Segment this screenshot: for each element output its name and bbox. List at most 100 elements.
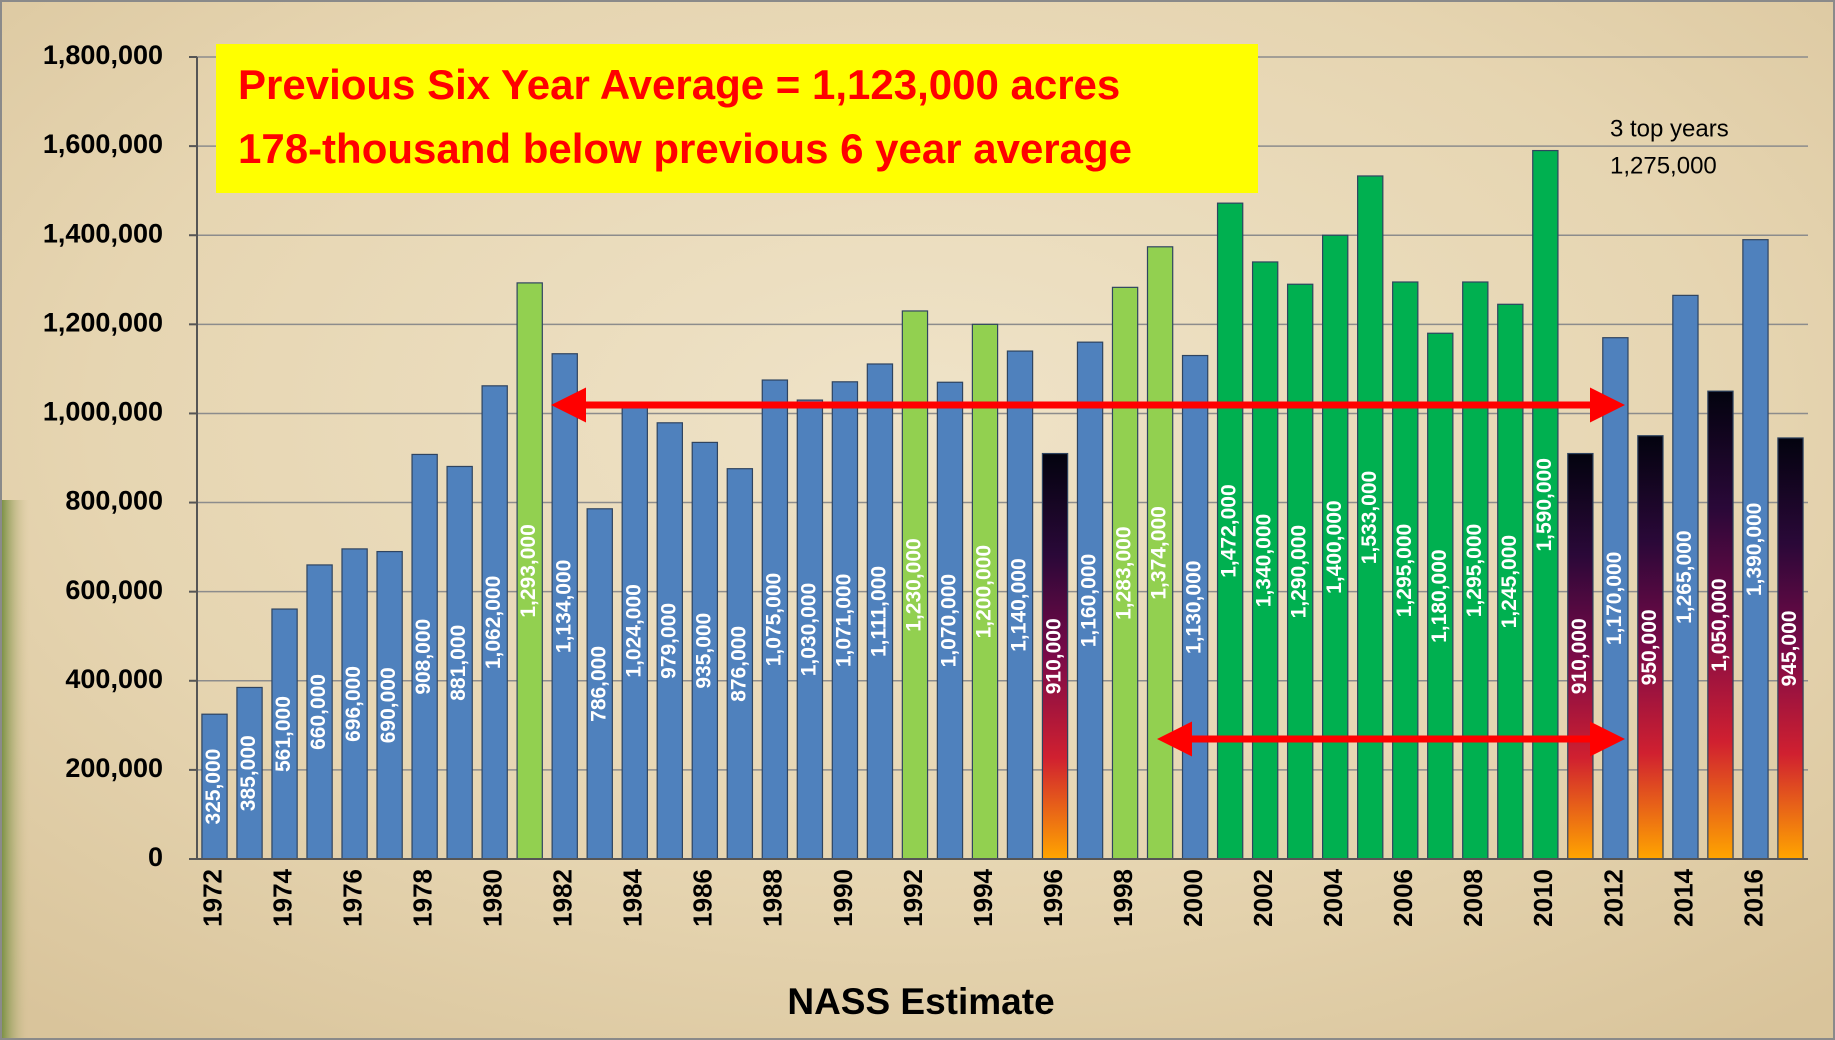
y-tick-label: 400,000 xyxy=(65,664,163,694)
y-tick-label: 600,000 xyxy=(65,575,163,605)
value-label: 1,230,000 xyxy=(902,538,925,631)
value-label: 1,295,000 xyxy=(1393,524,1416,617)
bar xyxy=(1076,341,1104,860)
y-tick-label: 0 xyxy=(148,842,163,872)
x-tick-label: 1978 xyxy=(408,869,438,927)
bar xyxy=(446,465,473,860)
value-label: 1,590,000 xyxy=(1533,458,1556,551)
bars xyxy=(201,149,1804,860)
x-tick-label: 1980 xyxy=(478,869,508,927)
value-label: 1,200,000 xyxy=(973,545,996,638)
value-label: 1,160,000 xyxy=(1078,554,1101,647)
value-label: 1,075,000 xyxy=(762,573,785,666)
x-tick-label: 2008 xyxy=(1458,869,1488,927)
title-box xyxy=(216,44,1258,193)
value-label: 1,071,000 xyxy=(832,574,855,667)
x-tick-label: 1990 xyxy=(828,869,858,927)
value-label: 1,030,000 xyxy=(797,583,820,676)
value-label: 950,000 xyxy=(1638,609,1661,685)
value-label: 945,000 xyxy=(1778,611,1801,687)
title-line: Previous Six Year Average = 1,123,000 ac… xyxy=(238,61,1120,108)
x-tick-label: 2012 xyxy=(1598,869,1628,927)
value-label: 1,140,000 xyxy=(1008,558,1031,651)
bar xyxy=(201,713,228,860)
x-tick-label: 2004 xyxy=(1318,868,1348,926)
bar xyxy=(551,353,578,860)
x-tick-label: 1982 xyxy=(548,869,578,927)
value-label: 1,134,000 xyxy=(552,560,575,653)
value-label: 660,000 xyxy=(307,674,330,750)
bar xyxy=(376,550,403,860)
bar xyxy=(831,381,859,860)
annotation: 3 top years xyxy=(1610,115,1729,142)
labels: 0 200,000 400,000 600,000 800,000 1,000,000 1,… xyxy=(43,40,1801,927)
x-tick-label: 2016 xyxy=(1738,869,1768,927)
value-label: 1,293,000 xyxy=(517,524,540,617)
value-label: 1,472,000 xyxy=(1218,484,1241,577)
value-label: 1,050,000 xyxy=(1708,578,1731,671)
value-label: 876,000 xyxy=(727,626,750,702)
y-tick-label: 1,600,000 xyxy=(43,129,163,159)
bar xyxy=(1672,294,1699,860)
bar xyxy=(691,441,719,860)
value-label: 1,130,000 xyxy=(1183,561,1206,654)
x-tick-label: 2006 xyxy=(1388,869,1418,927)
bar xyxy=(1286,283,1314,860)
value-label: 1,374,000 xyxy=(1148,506,1171,599)
y-tick-label: 1,400,000 xyxy=(43,218,163,248)
bar xyxy=(1006,350,1034,860)
x-tick-label: 1998 xyxy=(1108,869,1138,927)
value-label: 1,283,000 xyxy=(1113,526,1136,619)
value-label: 385,000 xyxy=(237,735,260,811)
y-tick-label: 1,200,000 xyxy=(43,307,163,337)
value-label: 696,000 xyxy=(342,666,365,742)
bar xyxy=(306,564,333,860)
y-tick-label: 800,000 xyxy=(65,486,163,516)
value-label: 690,000 xyxy=(377,667,400,743)
value-label: 1,170,000 xyxy=(1603,552,1626,645)
value-label: 1,062,000 xyxy=(482,576,505,669)
bar xyxy=(586,508,613,860)
bar xyxy=(236,686,263,860)
value-label: 561,000 xyxy=(272,696,295,772)
value-label: 1,340,000 xyxy=(1253,514,1276,607)
bar xyxy=(1111,286,1139,860)
x-tick-label: 2010 xyxy=(1528,869,1558,927)
value-label: 1,180,000 xyxy=(1428,549,1451,642)
value-label: 910,000 xyxy=(1568,618,1591,694)
x-tick-label: 1994 xyxy=(968,868,998,926)
value-label: 979,000 xyxy=(657,603,680,679)
value-label: 910,000 xyxy=(1043,618,1066,694)
value-label: 1,533,000 xyxy=(1358,471,1381,564)
y-tick-label: 1,800,000 xyxy=(43,40,163,70)
x-tick-label: 1992 xyxy=(898,869,928,927)
bar xyxy=(1462,281,1489,860)
value-label: 1,070,000 xyxy=(938,574,961,667)
x-tick-label: 1988 xyxy=(758,869,788,927)
x-axis-label: NASS Estimate xyxy=(787,981,1054,1022)
value-label: 786,000 xyxy=(587,646,610,722)
x-tick-label: 2014 xyxy=(1668,868,1698,926)
value-label: 935,000 xyxy=(692,613,715,689)
value-label: 1,295,000 xyxy=(1463,524,1486,617)
value-label: 908,000 xyxy=(412,619,435,695)
value-label: 1,265,000 xyxy=(1673,530,1696,623)
bar xyxy=(1146,246,1174,860)
bar xyxy=(1637,435,1664,860)
value-label: 1,024,000 xyxy=(622,584,645,677)
bar xyxy=(411,453,438,860)
bar xyxy=(1392,281,1419,860)
x-tick-label: 2000 xyxy=(1178,869,1208,927)
bar xyxy=(656,422,684,860)
x-tick-label: 1976 xyxy=(337,869,367,927)
value-label: 1,245,000 xyxy=(1498,535,1521,628)
value-label: 1,390,000 xyxy=(1743,503,1766,596)
bar xyxy=(481,385,508,860)
x-tick-label: 1986 xyxy=(688,869,718,927)
x-tick-label: 1972 xyxy=(197,869,227,927)
y-tick-label: 200,000 xyxy=(65,753,163,783)
x-tick-label: 2002 xyxy=(1248,869,1278,927)
bar xyxy=(1742,239,1769,860)
